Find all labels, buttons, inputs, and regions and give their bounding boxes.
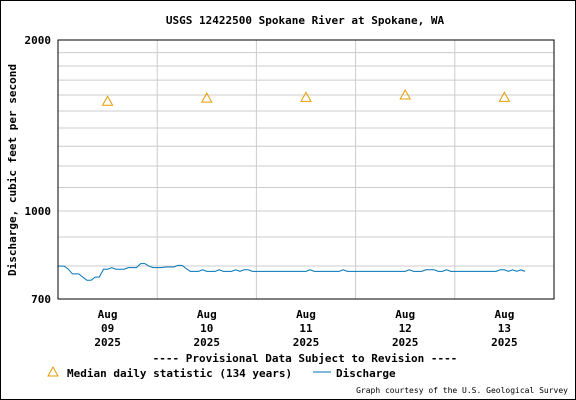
legend-median-label: Median daily statistic (134 years) <box>67 367 292 380</box>
legend: Median daily statistic (134 years) Disch… <box>47 365 396 380</box>
x-tick-month: Aug <box>395 308 415 321</box>
x-tick-year: 2025 <box>392 336 419 349</box>
grid-lines <box>58 40 554 299</box>
median-marker <box>200 92 213 103</box>
chart-title: USGS 12422500 Spokane River at Spokane, … <box>166 14 445 27</box>
x-tick-year: 2025 <box>194 336 221 349</box>
x-tick-month: Aug <box>296 308 316 321</box>
x-tick-year: 2025 <box>94 336 121 349</box>
x-tick-year: 2025 <box>293 336 320 349</box>
y-axis-label: Discharge, cubic feet per second <box>6 64 19 276</box>
x-tick-month: Aug <box>197 308 217 321</box>
y-tick-label: 2000 <box>25 34 52 47</box>
x-tick-day: 13 <box>498 322 511 335</box>
y-tick-label: 1000 <box>25 205 52 218</box>
x-tick-year: 2025 <box>491 336 518 349</box>
x-tick-day: 12 <box>399 322 412 335</box>
median-marker <box>498 91 511 102</box>
legend-discharge-label: Discharge <box>336 367 396 380</box>
discharge-line <box>58 263 526 281</box>
credit-text: Graph courtesy of the U.S. Geological Su… <box>356 386 568 395</box>
plot-border <box>57 39 555 300</box>
x-tick-day: 09 <box>101 322 114 335</box>
legend-triangle-icon <box>47 365 59 377</box>
y-tick-label: 700 <box>31 293 51 306</box>
y-axis-ticks: 2000 1000 700 <box>25 34 52 306</box>
provisional-note: ---- Provisional Data Subject to Revisio… <box>153 352 458 365</box>
median-marker <box>101 95 114 106</box>
data-series <box>58 89 526 281</box>
x-tick-month: Aug <box>98 308 118 321</box>
median-marker <box>399 89 412 100</box>
x-tick-day: 10 <box>200 322 213 335</box>
x-tick-month: Aug <box>494 308 514 321</box>
x-axis-ticks: Aug092025Aug102025Aug112025Aug122025Aug1… <box>94 308 517 349</box>
x-tick-day: 11 <box>299 322 313 335</box>
median-marker <box>300 91 312 102</box>
